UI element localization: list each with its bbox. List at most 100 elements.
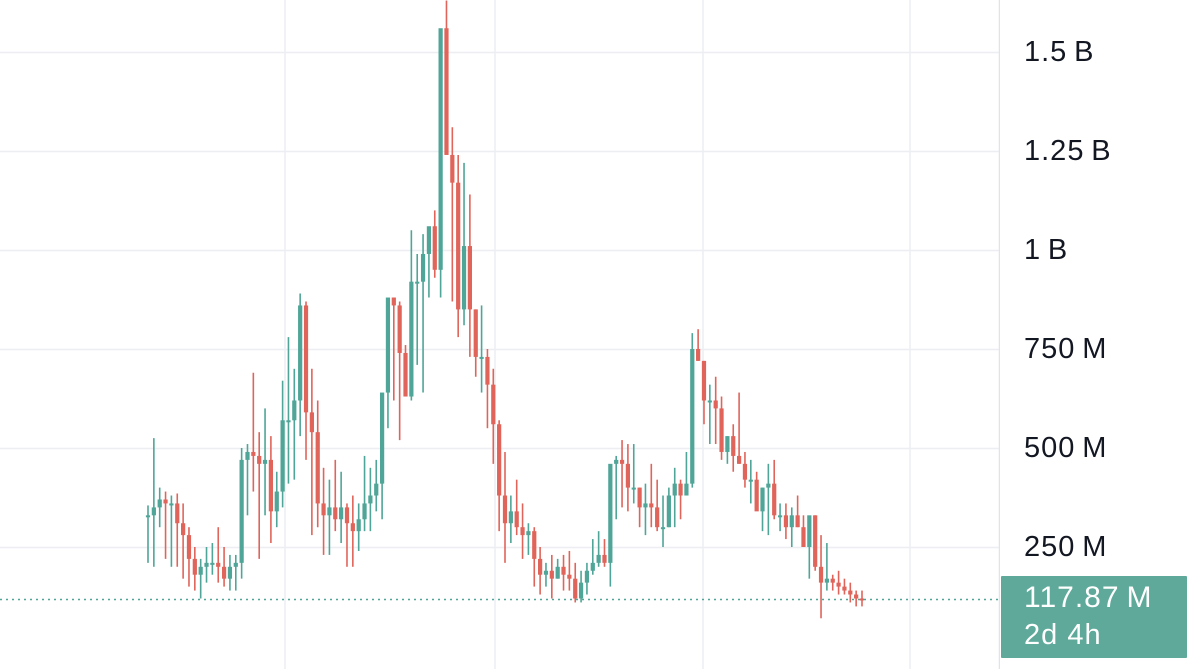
candle-up (672, 483, 677, 496)
candle-up (169, 503, 174, 506)
candle-down (795, 515, 800, 528)
candle-up (660, 527, 666, 530)
candle-down (491, 384, 496, 425)
candle-down (444, 28, 449, 155)
candle-up (438, 28, 443, 270)
candle-down (502, 495, 508, 524)
candle-down (848, 590, 853, 595)
candle-down (818, 566, 824, 583)
candle-down (450, 154, 455, 183)
candle-down (549, 570, 554, 579)
candle-up (631, 487, 636, 490)
candle-down (783, 515, 789, 528)
candle-down (731, 436, 736, 456)
candle-down (754, 479, 759, 512)
candle-down (625, 463, 631, 488)
candle-down (854, 594, 859, 599)
candle-down (830, 578, 835, 583)
candle-up (590, 562, 595, 571)
candle-up (614, 459, 619, 464)
last-price-value: 117.87 M (1024, 581, 1153, 614)
candle-down (456, 182, 461, 310)
candle-down (801, 527, 806, 547)
candle-down (344, 507, 350, 524)
candle-down (772, 483, 777, 516)
candle-down (303, 305, 309, 413)
price-tick-label: 250 M (1024, 531, 1108, 563)
candle-down (842, 586, 847, 591)
price-axis[interactable]: 1.5 B 1.25 B 1 B 750 M 500 M 250 M (1000, 0, 1200, 669)
candle-up (227, 566, 233, 579)
candle-up (210, 562, 215, 565)
candle-down (485, 356, 490, 385)
candle-up (643, 503, 648, 508)
candle-down (257, 455, 262, 464)
candle-up (409, 281, 414, 397)
candle-down (701, 360, 707, 401)
candle-down (655, 507, 660, 528)
candle-up (777, 515, 783, 518)
candle-up (584, 570, 590, 583)
candle-up (543, 570, 549, 575)
candle-up (608, 463, 613, 563)
candle-down (473, 309, 478, 357)
candle-down (216, 562, 221, 567)
candle-up (508, 511, 513, 524)
candle-down (192, 558, 197, 575)
candle-down (619, 459, 625, 464)
candle-down (514, 511, 519, 528)
candle-down (397, 305, 402, 353)
candle-down (186, 535, 192, 559)
candle-up (760, 487, 765, 512)
candle-down (719, 408, 724, 452)
candle-up (596, 554, 601, 563)
candle-down (497, 424, 502, 496)
candle-down (315, 432, 320, 504)
price-tick-label: 500 M (1024, 432, 1108, 464)
candle-up (286, 420, 291, 423)
candle-down (520, 527, 525, 536)
candle-down (573, 578, 578, 599)
candle-up (666, 495, 671, 528)
candle-down (602, 554, 607, 563)
candle-countdown: 2d 4h (1024, 619, 1102, 651)
candle-up (789, 515, 794, 528)
candle-down (268, 459, 274, 512)
candle-up (725, 436, 730, 452)
candle-up (157, 499, 162, 508)
candle-down (696, 349, 701, 361)
candle-down (736, 455, 742, 464)
candle-up (151, 507, 156, 516)
candle-down (181, 523, 186, 536)
candle-up (766, 483, 771, 488)
candle-up (526, 531, 531, 536)
candle-down (649, 503, 654, 508)
last-price-tag: 117.87 M 2d 4h (1001, 576, 1187, 658)
candle-down (836, 582, 841, 587)
candle-up (245, 451, 250, 460)
chart-plot-area[interactable] (0, 0, 1000, 669)
candle-up (807, 515, 812, 547)
candle-down (321, 503, 326, 516)
candle-down (391, 297, 396, 306)
candle-up (239, 459, 244, 563)
candle-up (145, 515, 151, 518)
candle-down (637, 487, 642, 508)
candle-down (309, 412, 314, 433)
price-tick-label: 1.25 B (1024, 135, 1112, 167)
candle-up (298, 305, 303, 401)
price-tick-label: 1.5 B (1024, 36, 1095, 68)
candle-up (824, 578, 829, 583)
candle-up (356, 519, 361, 532)
price-tick-label: 1 B (1024, 234, 1069, 266)
candle-down (532, 531, 537, 559)
candle-up (233, 562, 238, 567)
candle-down (175, 503, 180, 524)
candle-up (461, 246, 467, 310)
candle-up (690, 349, 695, 484)
candle-up (339, 507, 344, 520)
candle-up (292, 400, 297, 421)
candle-down (163, 499, 168, 504)
candle-up (684, 483, 689, 496)
